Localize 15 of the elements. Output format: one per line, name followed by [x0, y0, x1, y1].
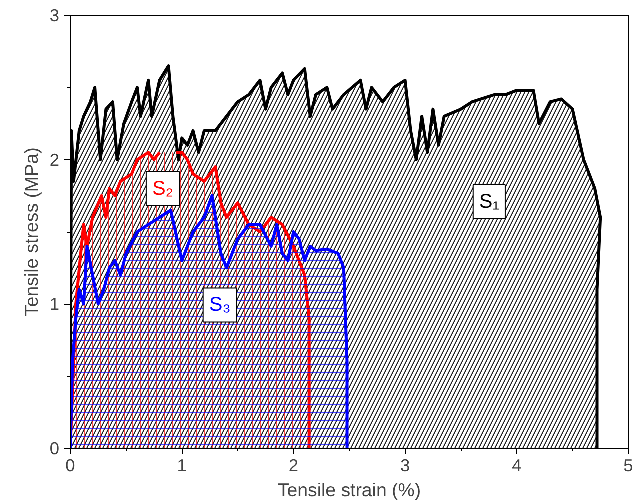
y-axis-title: Tensile stress (MPa)	[20, 148, 42, 316]
x-tick-label: 0	[66, 456, 76, 476]
y-tick-label: 1	[50, 294, 60, 314]
x-tick-label: 3	[400, 456, 410, 476]
x-tick-label: 5	[624, 456, 634, 476]
x-axis-title: Tensile strain (%)	[278, 480, 422, 500]
series-label: S₃	[209, 294, 231, 316]
x-tick-label: 1	[177, 456, 187, 476]
series-label: S₂	[152, 178, 174, 200]
series-label: S₁	[479, 191, 500, 214]
y-tick-label: 2	[50, 150, 60, 170]
y-tick-label: 3	[50, 6, 60, 26]
y-tick-label: 0	[50, 438, 60, 458]
x-tick-label: 4	[512, 456, 522, 476]
x-tick-label: 2	[288, 456, 299, 476]
